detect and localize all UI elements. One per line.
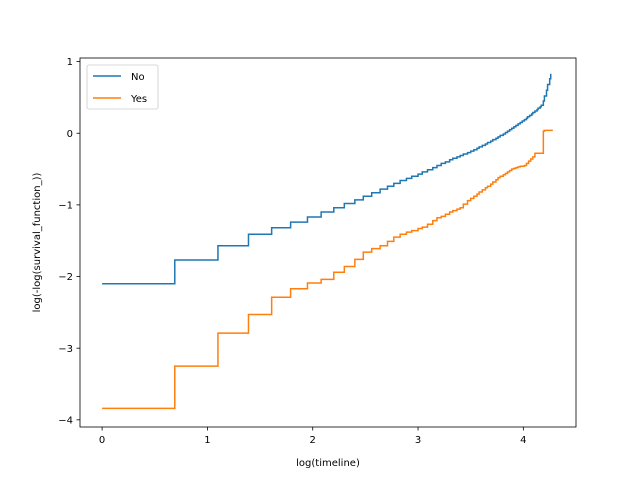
x-axis: 0 1 2 3 4 [99, 427, 527, 446]
x-tick-label: 2 [310, 435, 316, 446]
y-axis-label: log(-log(survival_function_)) [32, 173, 43, 313]
frame-layer [79, 57, 577, 428]
y-axis: −4 −3 −2 −1 0 1 [58, 57, 80, 426]
series-layer [102, 73, 553, 410]
x-tick-label: 1 [204, 435, 210, 446]
y-tick-label: 1 [67, 57, 73, 68]
legend-box [86, 64, 159, 110]
y-tick-label: 0 [67, 129, 73, 140]
y-tick-label: −2 [58, 272, 73, 283]
y-tick-label: −4 [58, 415, 73, 426]
x-axis-label: log(timeline) [296, 458, 360, 469]
series-line-no [102, 73, 552, 285]
axes-border [79, 57, 577, 428]
series-line-yes [102, 129, 553, 410]
x-tick-label: 3 [415, 435, 421, 446]
legend-label-yes: Yes [130, 94, 147, 105]
axes-frame [80, 58, 576, 427]
legend-label-no: No [131, 72, 145, 83]
x-tick-label: 0 [99, 435, 105, 446]
legend: No Yes [86, 64, 159, 110]
y-tick-label: −1 [58, 200, 73, 211]
plot-area: 0 1 2 3 4 −4 −3 −2 −1 0 1 No Yes [58, 57, 577, 446]
x-tick-label: 4 [520, 435, 526, 446]
y-tick-label: −3 [58, 344, 73, 355]
